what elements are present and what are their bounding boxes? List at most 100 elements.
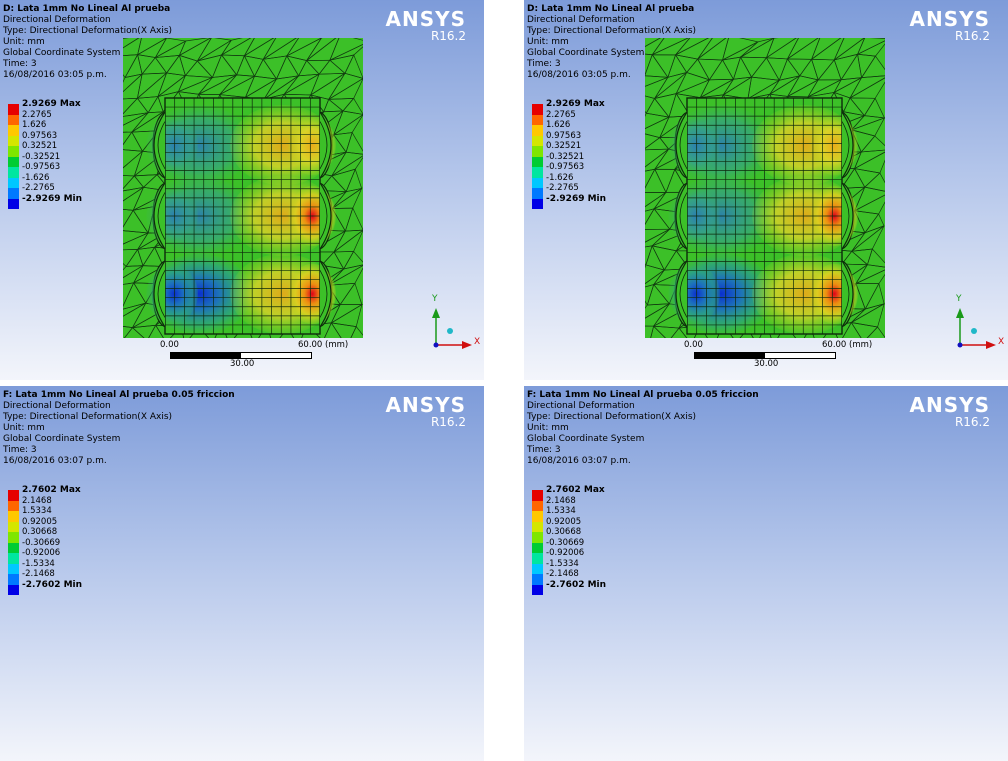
legend-label: -0.97563 — [22, 162, 61, 172]
legend-label: -2.1468 — [546, 569, 579, 579]
result-title: F: Lata 1mm No Lineal Al prueba 0.05 fri… — [527, 390, 759, 400]
scale-start-label: 0.00 — [684, 340, 703, 350]
coordinate-system: Global Coordinate System — [527, 434, 645, 444]
coordinate-system: Global Coordinate System — [3, 434, 121, 444]
legend-swatch — [532, 584, 543, 595]
legend-swatch — [8, 135, 19, 146]
viewport-background — [524, 386, 1008, 761]
legend-label: -0.30669 — [546, 537, 585, 548]
legend-color-bar — [532, 490, 543, 595]
legend-label: 0.92005 — [546, 516, 582, 527]
legend-swatch — [532, 521, 543, 532]
legend-swatch — [8, 521, 19, 532]
scale-mid-label: 30.00 — [230, 359, 255, 369]
legend-label: 2.7602 Max — [546, 485, 605, 495]
legend-swatch — [532, 167, 543, 178]
result-name: Directional Deformation — [527, 15, 635, 25]
result-unit: Unit: mm — [527, 423, 569, 433]
result-viewport-top-left[interactable]: D: Lata 1mm No Lineal Al prueba Direction… — [0, 0, 484, 380]
legend-swatch — [532, 542, 543, 553]
legend-swatch — [532, 511, 543, 522]
model-plot[interactable] — [629, 33, 892, 349]
result-info-block: D: Lata 1mm No Lineal Al prueba Direction… — [527, 4, 696, 81]
ansys-logo: ANSYS R16.2 — [909, 394, 990, 429]
scale-bar: 0.00 60.00 (mm) 30.00 — [160, 340, 348, 370]
legend-swatch — [8, 104, 19, 115]
can-mesh-grid — [164, 97, 321, 335]
legend-label: -1.5334 — [22, 558, 55, 569]
legend-swatch — [532, 198, 543, 209]
result-name: Directional Deformation — [3, 15, 111, 25]
legend-label: -1.626 — [546, 172, 574, 183]
viewport-background — [0, 386, 484, 761]
legend-label: 0.92005 — [22, 516, 58, 527]
can-body — [668, 97, 858, 335]
triad-y-label: Y — [956, 294, 962, 304]
legend-swatch — [8, 167, 19, 178]
legend-swatch — [532, 156, 543, 167]
legend-swatch — [8, 198, 19, 209]
result-type: Type: Directional Deformation(X Axis) — [527, 26, 697, 36]
legend-swatch — [532, 532, 543, 543]
legend-label: 2.7602 Max — [22, 485, 81, 495]
legend-label: -1.626 — [22, 172, 50, 183]
legend-swatch — [532, 563, 543, 574]
legend-label: 1.5334 — [22, 506, 52, 516]
result-viewport-top-right[interactable]: D: Lata 1mm No Lineal Al prueba Direction… — [524, 0, 1008, 380]
result-time: Time: 3 — [3, 59, 37, 69]
legend-label: 1.626 — [546, 120, 571, 130]
legend-label: 1.626 — [22, 120, 47, 130]
scale-bar-graphic — [170, 352, 312, 359]
result-type: Type: Directional Deformation(X Axis) — [527, 412, 697, 422]
legend-swatch — [8, 563, 19, 574]
legend-swatch — [8, 584, 19, 595]
legend-swatch — [532, 574, 543, 585]
legend-label: 2.9269 Max — [22, 99, 81, 109]
ansys-version: R16.2 — [430, 415, 466, 429]
legend-label: -2.7602 Min — [22, 579, 83, 590]
model-plot-area[interactable] — [107, 33, 370, 348]
legend-swatch — [8, 146, 19, 157]
result-time: Time: 3 — [3, 445, 37, 455]
legend-label: -2.9269 Min — [546, 193, 607, 204]
result-time: Time: 3 — [527, 59, 561, 69]
result-viewport-bottom-right[interactable]: F: Lata 1mm No Lineal Al prueba 0.05 fri… — [524, 386, 1008, 761]
triad-x-label: X — [998, 337, 1005, 347]
legend-label: 0.30668 — [22, 527, 58, 537]
ansys-brand: ANSYS — [385, 7, 466, 31]
legend-color-bar — [8, 490, 19, 595]
coordinate-system: Global Coordinate System — [3, 48, 121, 58]
result-date: 16/08/2016 03:07 p.m. — [527, 456, 631, 466]
result-type: Type: Directional Deformation(X Axis) — [3, 412, 173, 422]
legend-swatch — [8, 490, 19, 501]
ansys-logo: ANSYS R16.2 — [385, 8, 466, 43]
legend-label: -0.32521 — [22, 151, 61, 162]
result-viewport-bottom-left[interactable]: F: Lata 1mm No Lineal Al prueba 0.05 fri… — [0, 386, 484, 761]
model-plot[interactable] — [107, 33, 370, 348]
result-info-block: D: Lata 1mm No Lineal Al prueba Direction… — [3, 4, 172, 81]
legend-label: 2.2765 — [22, 109, 52, 120]
legend-swatch — [8, 500, 19, 511]
ansys-version: R16.2 — [430, 29, 466, 43]
result-info-block: F: Lata 1mm No Lineal Al prueba 0.05 fri… — [527, 390, 759, 467]
legend-label: -0.92006 — [22, 548, 61, 558]
result-date: 16/08/2016 03:05 p.m. — [527, 70, 631, 80]
legend-swatch — [8, 532, 19, 543]
result-info-block: F: Lata 1mm No Lineal Al prueba 0.05 fri… — [3, 390, 235, 467]
result-title: D: Lata 1mm No Lineal Al prueba — [527, 4, 695, 14]
triad-y-label: Y — [432, 294, 438, 304]
legend-swatch — [8, 114, 19, 125]
ansys-brand: ANSYS — [909, 7, 990, 31]
ansys-logo: ANSYS R16.2 — [385, 394, 466, 429]
scale-bar-fill — [695, 353, 765, 358]
legend-label: -2.1468 — [22, 569, 55, 579]
legend-label: -2.7602 Min — [546, 579, 607, 590]
legend-swatch — [532, 500, 543, 511]
legend-swatch — [532, 104, 543, 115]
model-plot-area[interactable] — [629, 33, 892, 349]
scale-bar: 0.00 60.00 (mm) 30.00 — [684, 340, 872, 370]
legend-swatch — [532, 553, 543, 564]
scale-bar-fill — [171, 353, 241, 358]
legend-swatch — [8, 511, 19, 522]
